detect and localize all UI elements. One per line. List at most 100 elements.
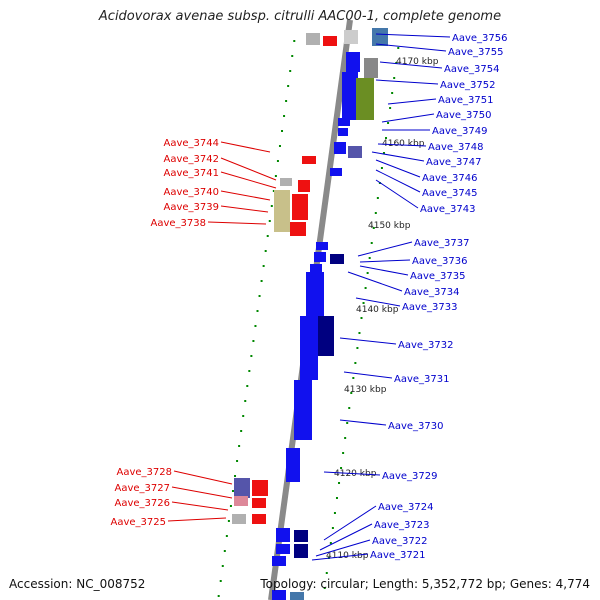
gene-connector [347, 271, 403, 292]
gene-block [272, 556, 286, 566]
gene-label-aave-3744: Aave_3744 [164, 138, 220, 149]
gene-block [356, 78, 374, 120]
tick-dot [234, 475, 237, 477]
gene-block [323, 36, 337, 46]
tick-dot [368, 257, 371, 259]
gene-block [252, 480, 268, 496]
tick-dot [323, 587, 326, 589]
tick-dot [385, 137, 388, 139]
tick-dot [270, 205, 273, 207]
gene-connector [339, 419, 387, 426]
gene-connector [220, 190, 271, 201]
gene-label-aave-3746: Aave_3746 [422, 173, 478, 184]
gene-block [330, 254, 344, 264]
gene-block [298, 180, 310, 192]
tick-dot [354, 362, 357, 364]
gene-label-aave-3728: Aave_3728 [117, 467, 173, 478]
gene-label-aave-3723: Aave_3723 [374, 520, 430, 531]
kbp-tick-label: 4170 kbp [396, 57, 439, 67]
tick-dot [346, 422, 349, 424]
gene-block [290, 222, 306, 236]
tick-dot [236, 460, 239, 462]
gene-connector [343, 371, 393, 379]
gene-connector [220, 171, 277, 189]
map-title: Acidovorax avenae subsp. citrulli AAC00-… [98, 9, 502, 24]
gene-label-aave-3721: Aave_3721 [370, 550, 426, 561]
gene-label-aave-3752: Aave_3752 [440, 80, 496, 91]
tick-dot [364, 287, 367, 289]
gene-block [316, 242, 328, 250]
gene-labels: Aave_3756 Aave_3755 Aave_3754 Aave_3752 Aave… [111, 33, 508, 561]
gene-block [252, 498, 266, 508]
tick-dot [281, 130, 284, 132]
tick-dot [240, 430, 243, 432]
tick-dot [242, 415, 245, 417]
gene-block [314, 252, 326, 262]
gene-block [280, 178, 292, 186]
gene-label-aave-3735: Aave_3735 [410, 271, 466, 282]
gene-connector [171, 501, 229, 511]
gene-connector [167, 517, 227, 522]
tick-dot [246, 385, 249, 387]
gene-block [286, 448, 300, 482]
gene-connector [355, 297, 401, 307]
gene-connector [339, 337, 397, 345]
tick-dot [229, 505, 232, 507]
tick-dot [262, 265, 265, 267]
tick-dot [356, 347, 359, 349]
gene-label-aave-3727: Aave_3727 [115, 483, 171, 494]
gene-connector [375, 33, 451, 38]
tick-dot [252, 340, 255, 342]
gene-connector [359, 265, 409, 276]
tick-dot [372, 227, 375, 229]
gene-block [344, 30, 358, 44]
tick-dot [331, 527, 334, 529]
gene-connector [220, 157, 277, 181]
gene-block [300, 316, 318, 380]
tick-dot [344, 437, 347, 439]
gene-block [234, 496, 248, 506]
gene-label-aave-3732: Aave_3732 [398, 340, 454, 351]
gene-block [348, 146, 362, 158]
gene-connector [381, 113, 435, 123]
topology-text: Topology: circular; Length: 5,352,772 bp… [260, 577, 590, 591]
tick-dot [348, 407, 351, 409]
gene-block [276, 528, 290, 542]
gene-connector [375, 179, 419, 209]
gene-label-aave-3730: Aave_3730 [388, 421, 444, 432]
gene-connector [379, 61, 443, 69]
tick-dot [374, 212, 377, 214]
tick-dot [223, 550, 226, 552]
gene-block [276, 544, 290, 554]
gene-features [232, 28, 388, 600]
gene-block [306, 272, 324, 316]
kbp-tick-label: 4140 kbp [356, 305, 399, 315]
gene-block [310, 264, 322, 272]
tick-dot [382, 152, 385, 154]
gene-connector [375, 79, 439, 85]
gene-label-aave-3748: Aave_3748 [428, 142, 484, 153]
kbp-tick-label: 4130 kbp [344, 385, 387, 395]
gene-connector [220, 205, 269, 213]
gene-connector [220, 141, 271, 153]
gene-label-aave-3755: Aave_3755 [448, 47, 504, 58]
gene-label-aave-3737: Aave_3737 [414, 238, 470, 249]
tick-dot [380, 167, 383, 169]
gene-label-aave-3725: Aave_3725 [111, 517, 167, 528]
gene-block [330, 168, 342, 176]
tick-dot [260, 280, 263, 282]
gene-block [294, 530, 308, 542]
tick-dot [276, 160, 279, 162]
gene-block [318, 316, 334, 356]
gene-block [294, 380, 312, 440]
tick-dot [325, 572, 328, 574]
tick-dot [266, 235, 269, 237]
tick-dot [258, 295, 261, 297]
gene-block [338, 118, 350, 126]
tick-dot [393, 77, 396, 79]
tick-dot [370, 242, 373, 244]
tick-dot [231, 490, 234, 492]
gene-label-aave-3740: Aave_3740 [164, 187, 220, 198]
gene-connector [375, 159, 421, 178]
gene-connector [173, 470, 233, 485]
